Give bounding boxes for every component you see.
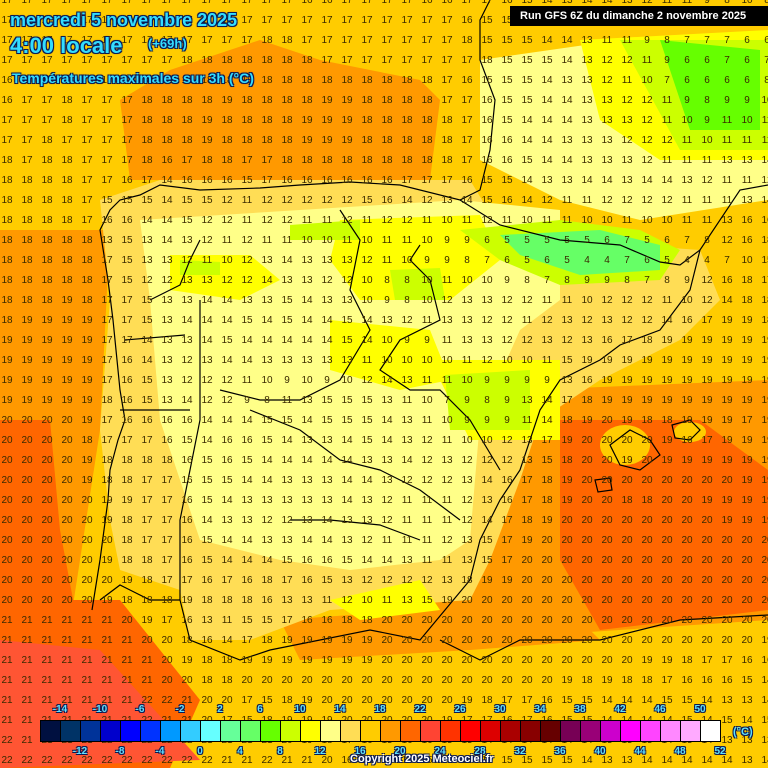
legend-label-top: 22 [414, 704, 426, 715]
legend-swatch [141, 721, 161, 741]
legend-label-top: 6 [257, 704, 263, 715]
legend-swatch [581, 721, 601, 741]
legend-swatch [321, 721, 341, 741]
legend-swatch [501, 721, 521, 741]
legend-swatch [521, 721, 541, 741]
legend-swatch [401, 721, 421, 741]
legend-swatch [661, 721, 681, 741]
legend-swatch [181, 721, 201, 741]
legend-swatch [101, 721, 121, 741]
legend-label-bottom: 40 [594, 746, 606, 757]
legend-label-bottom: 16 [354, 746, 366, 757]
legend-swatch [301, 721, 321, 741]
legend-unit: (°C) [733, 726, 753, 738]
forecast-date: mercredi 5 novembre 2025 [10, 10, 238, 30]
legend-label-bottom: -8 [115, 746, 125, 757]
legend-swatch [481, 721, 501, 741]
legend-label-top: 30 [494, 704, 506, 715]
legend-label-bottom: 32 [514, 746, 526, 757]
legend-label-bottom: 12 [314, 746, 326, 757]
run-info-banner: Run GFS 6Z du dimanche 2 novembre 2025 [510, 6, 768, 26]
legend-swatch [621, 721, 641, 741]
copyright: Copyright 2025 Meteociel.fr [350, 753, 494, 765]
legend-swatch [681, 721, 701, 741]
legend-swatch [541, 721, 561, 741]
legend-label-bottom: 36 [554, 746, 566, 757]
legend-label-bottom: 0 [197, 746, 203, 757]
legend-label-top: 2 [217, 704, 223, 715]
legend-label-bottom: 44 [634, 746, 646, 757]
variable-title: Températures maximales sur 3h (°C) [12, 70, 254, 86]
legend-label-bottom: -12 [72, 746, 88, 757]
legend-label-top: 26 [454, 704, 466, 715]
legend-label-bottom: 48 [674, 746, 686, 757]
legend-swatch [361, 721, 381, 741]
color-legend-bar [40, 720, 721, 742]
legend-swatch [221, 721, 241, 741]
legend-swatch [561, 721, 581, 741]
legend-label-top: 42 [614, 704, 626, 715]
legend-swatch [281, 721, 301, 741]
legend-label-top: -2 [175, 704, 185, 715]
legend-label-top: 46 [654, 704, 666, 715]
legend-swatch [81, 721, 101, 741]
legend-swatch [601, 721, 621, 741]
legend-swatch [261, 721, 281, 741]
legend-label-bottom: 52 [714, 746, 726, 757]
legend-swatch [641, 721, 661, 741]
legend-label-bottom: -4 [155, 746, 165, 757]
legend-label-top: 34 [534, 704, 546, 715]
legend-label-bottom: 28 [474, 746, 486, 757]
legend-swatch [121, 721, 141, 741]
legend-swatch [241, 721, 261, 741]
legend-swatch [161, 721, 181, 741]
legend-label-bottom: 24 [434, 746, 446, 757]
legend-label-top: -6 [135, 704, 145, 715]
legend-label-top: -14 [52, 704, 68, 715]
legend-label-bottom: 8 [277, 746, 283, 757]
legend-label-top: 18 [374, 704, 386, 715]
legend-label-top: 50 [694, 704, 706, 715]
legend-swatch [341, 721, 361, 741]
forecast-time: 4:00 locale [10, 33, 123, 58]
legend-label-top: 10 [294, 704, 306, 715]
legend-label-top: -10 [92, 704, 108, 715]
legend-label-top: 38 [574, 704, 586, 715]
legend-swatch [61, 721, 81, 741]
legend-label-bottom: 20 [394, 746, 406, 757]
legend-swatch [41, 721, 61, 741]
legend-swatch [461, 721, 481, 741]
legend-swatch [441, 721, 461, 741]
legend-swatch [421, 721, 441, 741]
legend-swatch [201, 721, 221, 741]
legend-label-bottom: 4 [237, 746, 243, 757]
legend-swatch [701, 721, 720, 741]
legend-swatch [381, 721, 401, 741]
forecast-step: (+69h) [148, 36, 187, 51]
legend-label-top: 14 [334, 704, 346, 715]
